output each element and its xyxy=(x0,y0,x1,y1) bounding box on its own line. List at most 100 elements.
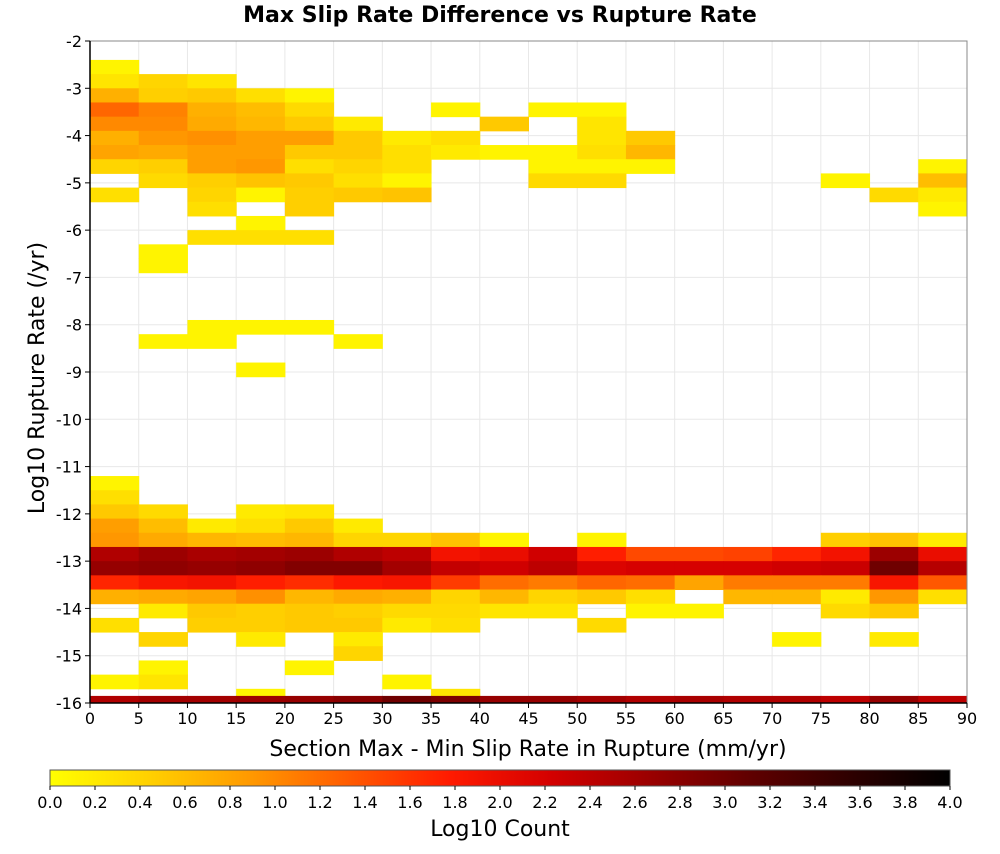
x-tick-label: 90 xyxy=(957,709,977,728)
heatmap-cells xyxy=(90,59,968,704)
heatmap-cell xyxy=(138,102,188,118)
heatmap-cell xyxy=(382,561,432,576)
heatmap-cell xyxy=(820,575,871,591)
heatmap-cell xyxy=(528,603,578,619)
x-tick-label: 10 xyxy=(177,709,197,728)
heatmap-cell xyxy=(236,561,286,576)
colorbar-tick-label: 1.8 xyxy=(442,793,467,812)
heatmap-cell xyxy=(138,532,188,548)
heatmap-cell xyxy=(284,145,335,160)
colorbar-tick-label: 3.8 xyxy=(892,793,917,812)
heatmap-cell xyxy=(382,173,432,189)
heatmap-cell xyxy=(479,695,529,704)
heatmap-cell xyxy=(333,187,383,203)
heatmap-cell xyxy=(284,660,335,676)
heatmap-cell xyxy=(236,504,286,520)
colorbar-tick-label: 3.0 xyxy=(712,793,737,812)
heatmap-cell xyxy=(577,130,627,146)
heatmap-cell xyxy=(284,187,335,203)
heatmap-cell xyxy=(431,561,481,576)
heatmap-cell xyxy=(820,603,871,619)
colorbar-tick-label: 2.4 xyxy=(577,793,602,812)
heatmap-cell xyxy=(187,561,237,576)
x-tick-label: 25 xyxy=(323,709,343,728)
heatmap-cell xyxy=(236,187,286,203)
heatmap-cell xyxy=(236,159,286,174)
heatmap-cell xyxy=(284,159,335,174)
heatmap-cell xyxy=(918,561,968,576)
x-tick-label: 65 xyxy=(713,709,733,728)
heatmap-cell xyxy=(236,532,286,548)
heatmap-cell xyxy=(382,130,432,146)
heatmap-cell xyxy=(431,532,481,548)
heatmap-cell xyxy=(236,319,286,335)
heatmap-cell xyxy=(431,603,481,619)
heatmap-cell xyxy=(382,532,432,548)
heatmap-cell xyxy=(138,603,188,619)
heatmap-cell xyxy=(333,589,383,605)
y-axis-ticks: -2 -3 -4 -5 -6 -7 -8 -9 -10 -11 -12 -13 -14 -15 -16 xyxy=(56,32,90,713)
colorbar-tick-label: 2.0 xyxy=(487,793,512,812)
heatmap-cell xyxy=(138,575,188,591)
heatmap-cell xyxy=(187,88,237,103)
heatmap-cell xyxy=(90,59,140,75)
heatmap-cell xyxy=(138,130,188,146)
heatmap-cell xyxy=(284,102,335,118)
heatmap-cell xyxy=(674,561,724,576)
heatmap-cell xyxy=(333,532,383,548)
heatmap-cell xyxy=(772,575,822,591)
heatmap-cell xyxy=(236,546,286,562)
heatmap-cell xyxy=(284,617,335,633)
heatmap-cell xyxy=(577,589,627,605)
x-tick-label: 35 xyxy=(421,709,441,728)
heatmap-cell xyxy=(138,74,188,89)
heatmap-cell xyxy=(90,695,140,704)
y-tick-label: -12 xyxy=(56,505,82,524)
heatmap-cell xyxy=(869,546,919,562)
y-tick-label: -9 xyxy=(66,363,82,382)
x-axis-label: Section Max - Min Slip Rate in Rupture (… xyxy=(269,737,786,762)
heatmap-cell xyxy=(187,603,237,619)
heatmap-cell xyxy=(187,201,237,217)
colorbar-tick-label: 3.6 xyxy=(847,793,872,812)
heatmap-cell xyxy=(284,561,335,576)
heatmap-cell xyxy=(528,159,578,174)
heatmap-cell xyxy=(333,116,383,132)
x-tick-label: 20 xyxy=(275,709,295,728)
heatmap-cell xyxy=(187,589,237,605)
heatmap-cell xyxy=(284,230,335,245)
heatmap-cell xyxy=(820,532,871,548)
heatmap-cell xyxy=(869,589,919,605)
heatmap-cell xyxy=(90,504,140,520)
heatmap-cell xyxy=(90,617,140,633)
heatmap-cell xyxy=(284,589,335,605)
heatmap-cell xyxy=(820,589,871,605)
y-tick-label: -11 xyxy=(56,458,82,477)
heatmap-cell xyxy=(284,575,335,591)
heatmap-cell xyxy=(138,504,188,520)
x-tick-label: 0 xyxy=(85,709,95,728)
x-tick-label: 70 xyxy=(762,709,782,728)
y-tick-label: -8 xyxy=(66,316,82,335)
heatmap-cell xyxy=(431,145,481,160)
colorbar-tick-label: 0.6 xyxy=(172,793,197,812)
heatmap-cell xyxy=(187,230,237,245)
heatmap-cell xyxy=(625,603,676,619)
heatmap-cell xyxy=(138,518,188,534)
heatmap-cell xyxy=(284,116,335,132)
heatmap-cell xyxy=(138,674,188,690)
heatmap-cell xyxy=(528,102,578,118)
heatmap-cell xyxy=(187,695,237,704)
heatmap-cell xyxy=(382,589,432,605)
heatmap-cell xyxy=(90,145,140,160)
heatmap-cell xyxy=(236,102,286,118)
heatmap-cell xyxy=(236,130,286,146)
heatmap-cell xyxy=(187,575,237,591)
heatmap-cell xyxy=(90,159,140,174)
heatmap-cell xyxy=(187,617,237,633)
heatmap-cell xyxy=(333,617,383,633)
heatmap-cell xyxy=(674,575,724,591)
heatmap-cell xyxy=(138,589,188,605)
heatmap-cell xyxy=(284,130,335,146)
